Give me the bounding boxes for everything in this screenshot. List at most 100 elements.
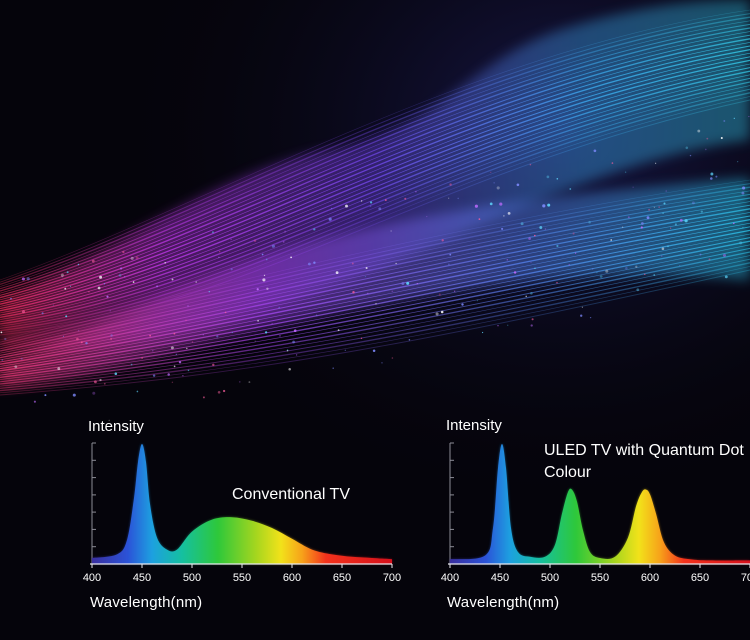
wave-thread [0, 59, 750, 312]
sparkle [130, 256, 134, 260]
x-tick-label: 400 [83, 572, 101, 584]
wave-thread [0, 23, 750, 290]
sparkle [149, 334, 151, 337]
wave-thread [0, 70, 750, 319]
sparkle [416, 282, 418, 285]
wave-thread [0, 215, 750, 363]
sparkle [715, 175, 718, 178]
x-tick-label: 650 [333, 572, 351, 584]
sparkle [605, 269, 609, 273]
sparkle [88, 290, 90, 293]
wave-thread [0, 38, 750, 299]
sparkle [482, 331, 484, 334]
sparkle [224, 311, 227, 314]
sparkle [124, 276, 126, 278]
wave-band-upper [0, 0, 750, 351]
sparkle [64, 287, 67, 290]
sparkle [103, 382, 106, 385]
sparkle [130, 363, 133, 366]
wave-thread [0, 56, 750, 310]
sparkle [106, 295, 109, 298]
sparkle [367, 292, 369, 295]
sparkle [372, 349, 376, 353]
wave-thread [0, 197, 750, 352]
sparkle [22, 310, 25, 314]
sparkle [77, 329, 80, 332]
sparkle [110, 334, 113, 337]
sparkle [295, 354, 298, 356]
sparkle [448, 263, 450, 265]
sparkle [279, 334, 281, 337]
sparkle [516, 183, 520, 187]
spectrum-area [92, 444, 392, 564]
sparkle [41, 312, 44, 315]
sparkle [449, 253, 452, 256]
sparkle [110, 338, 112, 340]
sparkle [265, 258, 268, 261]
sparkle [219, 251, 221, 253]
wave-thread [0, 48, 750, 305]
sparkle [230, 238, 232, 240]
sparkle [114, 372, 118, 375]
chart-0-ylabel: Intensity [88, 418, 144, 435]
sparkle [222, 389, 226, 393]
sparkle [700, 210, 703, 213]
sparkle [118, 273, 122, 277]
sparkle [733, 117, 735, 119]
sparkle [187, 369, 190, 372]
sparkle [699, 253, 702, 256]
wave-thread [0, 208, 750, 359]
sparkle [591, 268, 594, 270]
sparkle [178, 361, 182, 364]
sparkle [263, 274, 266, 277]
sparkle [261, 253, 264, 256]
sparkle [569, 188, 572, 190]
sparkle [627, 216, 630, 219]
sparkle [186, 304, 190, 308]
wave-thread [0, 81, 750, 325]
chart-uled-tv: 400 450 500 550 600 650 700 [441, 442, 750, 584]
sparkle [685, 146, 689, 150]
sparkle [337, 329, 340, 331]
sparkle [202, 334, 204, 336]
sparkle [360, 337, 363, 340]
sparkle [173, 365, 176, 368]
sparkle [568, 264, 570, 266]
sparkle [457, 197, 459, 200]
sparkle [531, 318, 534, 321]
x-tick-label: 450 [491, 572, 509, 584]
sparkle [530, 261, 532, 263]
sparkle [653, 274, 656, 276]
sparkle [408, 339, 411, 341]
chart-1-xlabel: Wavelength(nm) [447, 594, 560, 611]
sparkle [635, 265, 638, 268]
wave-thread [0, 247, 750, 383]
sparkle [581, 306, 583, 308]
wave-thread [0, 88, 750, 329]
sparkle [390, 230, 392, 232]
sparkle [691, 201, 695, 205]
wave-thread [0, 42, 750, 301]
sparkle [136, 390, 139, 393]
sparkle [610, 239, 613, 241]
sparkle [684, 219, 688, 223]
sparkle [737, 161, 739, 163]
wave-thread [0, 20, 750, 287]
sparkle [723, 120, 726, 122]
sparkle [202, 396, 205, 399]
sparkle [625, 266, 628, 270]
sparkle [720, 136, 723, 140]
sparkle [653, 206, 655, 208]
sparkle [544, 228, 547, 230]
sparkle [710, 177, 713, 180]
sparkle [493, 182, 495, 184]
sparkle [231, 331, 233, 334]
wave-thread [0, 258, 750, 389]
sparkle [156, 285, 159, 288]
sparkle [164, 262, 166, 264]
wave-lines [0, 9, 750, 396]
sparkle [332, 367, 334, 369]
sparkle [478, 218, 481, 221]
wave-thread [0, 229, 750, 372]
sparkle [26, 277, 30, 281]
